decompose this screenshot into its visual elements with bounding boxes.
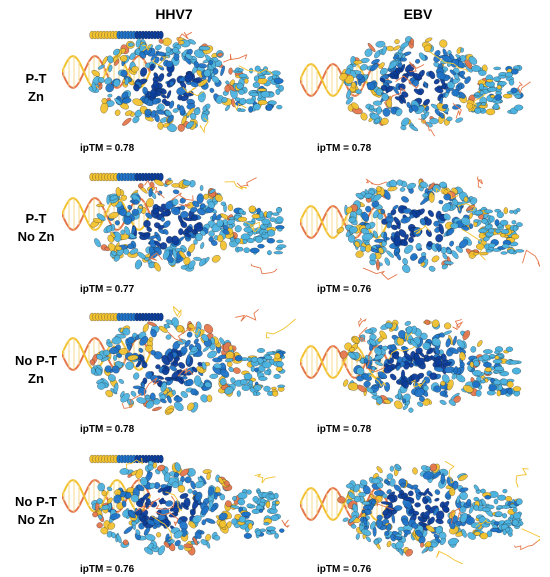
iptm-hhv7-nopt-zn: ipTM = 0.78: [80, 424, 135, 435]
alpha-helix: [89, 454, 164, 464]
column-header-ebv: EBV: [403, 6, 433, 22]
row-label-pt-nozn: P-T No Zn: [6, 210, 66, 246]
structure-render: [300, 36, 531, 137]
alpha-helix: [89, 172, 164, 182]
structure-hhv7-pt-nozn: [62, 164, 302, 282]
alpha-helix: [89, 312, 164, 322]
structure-render: [300, 460, 540, 564]
structure-render: [62, 305, 296, 415]
alpha-helix: [89, 30, 164, 40]
iptm-hhv7-pt-nozn: ipTM = 0.77: [80, 284, 135, 295]
protein-body: [89, 305, 296, 415]
row-label-line1: P-T: [25, 71, 47, 86]
row-label-line1: P-T: [25, 211, 47, 226]
iptm-ebv-nopt-zn: ipTM = 0.78: [317, 424, 372, 435]
row-label-line1: No P-T: [15, 353, 57, 368]
row-label-line2: No Zn: [17, 229, 55, 244]
protein-body: [90, 177, 287, 275]
row-label-pt-zn: P-T Zn: [6, 70, 66, 106]
row-label-line2: Zn: [28, 371, 44, 386]
row-label-nopt-nozn: No P-T No Zn: [6, 493, 66, 529]
iptm-hhv7-nopt-nozn: ipTM = 0.76: [80, 564, 135, 575]
structure-render: [300, 317, 522, 413]
protein-body: [88, 31, 284, 134]
structure-render: [300, 176, 540, 280]
structure-render: [62, 172, 287, 275]
column-header-hhv7: HHV7: [155, 6, 193, 22]
row-label-line1: No P-T: [15, 494, 57, 509]
iptm-ebv-nopt-nozn: ipTM = 0.76: [317, 564, 372, 575]
protein-body: [339, 317, 522, 413]
iptm-hhv7-pt-zn: ipTM = 0.78: [80, 143, 135, 154]
iptm-ebv-pt-zn: ipTM = 0.78: [317, 143, 372, 154]
row-label-line2: Zn: [28, 89, 44, 104]
structure-ebv-pt-nozn: [300, 164, 540, 282]
protein-body: [91, 457, 290, 556]
structure-render: [62, 30, 284, 134]
protein-body: [336, 176, 540, 280]
structure-ebv-pt-zn: [300, 22, 540, 140]
iptm-ebv-pt-nozn: ipTM = 0.76: [317, 284, 372, 295]
protein-body: [339, 36, 531, 137]
row-label-nopt-zn: No P-T Zn: [6, 352, 66, 388]
row-label-line2: No Zn: [17, 512, 55, 527]
structure-render: [62, 454, 290, 556]
structure-ebv-nopt-nozn: [300, 446, 540, 564]
protein-body: [337, 460, 540, 564]
structure-hhv7-nopt-nozn: [62, 446, 302, 564]
structure-hhv7-pt-zn: [62, 22, 302, 140]
structure-hhv7-nopt-zn: [62, 304, 302, 422]
structure-ebv-nopt-zn: [300, 304, 540, 422]
